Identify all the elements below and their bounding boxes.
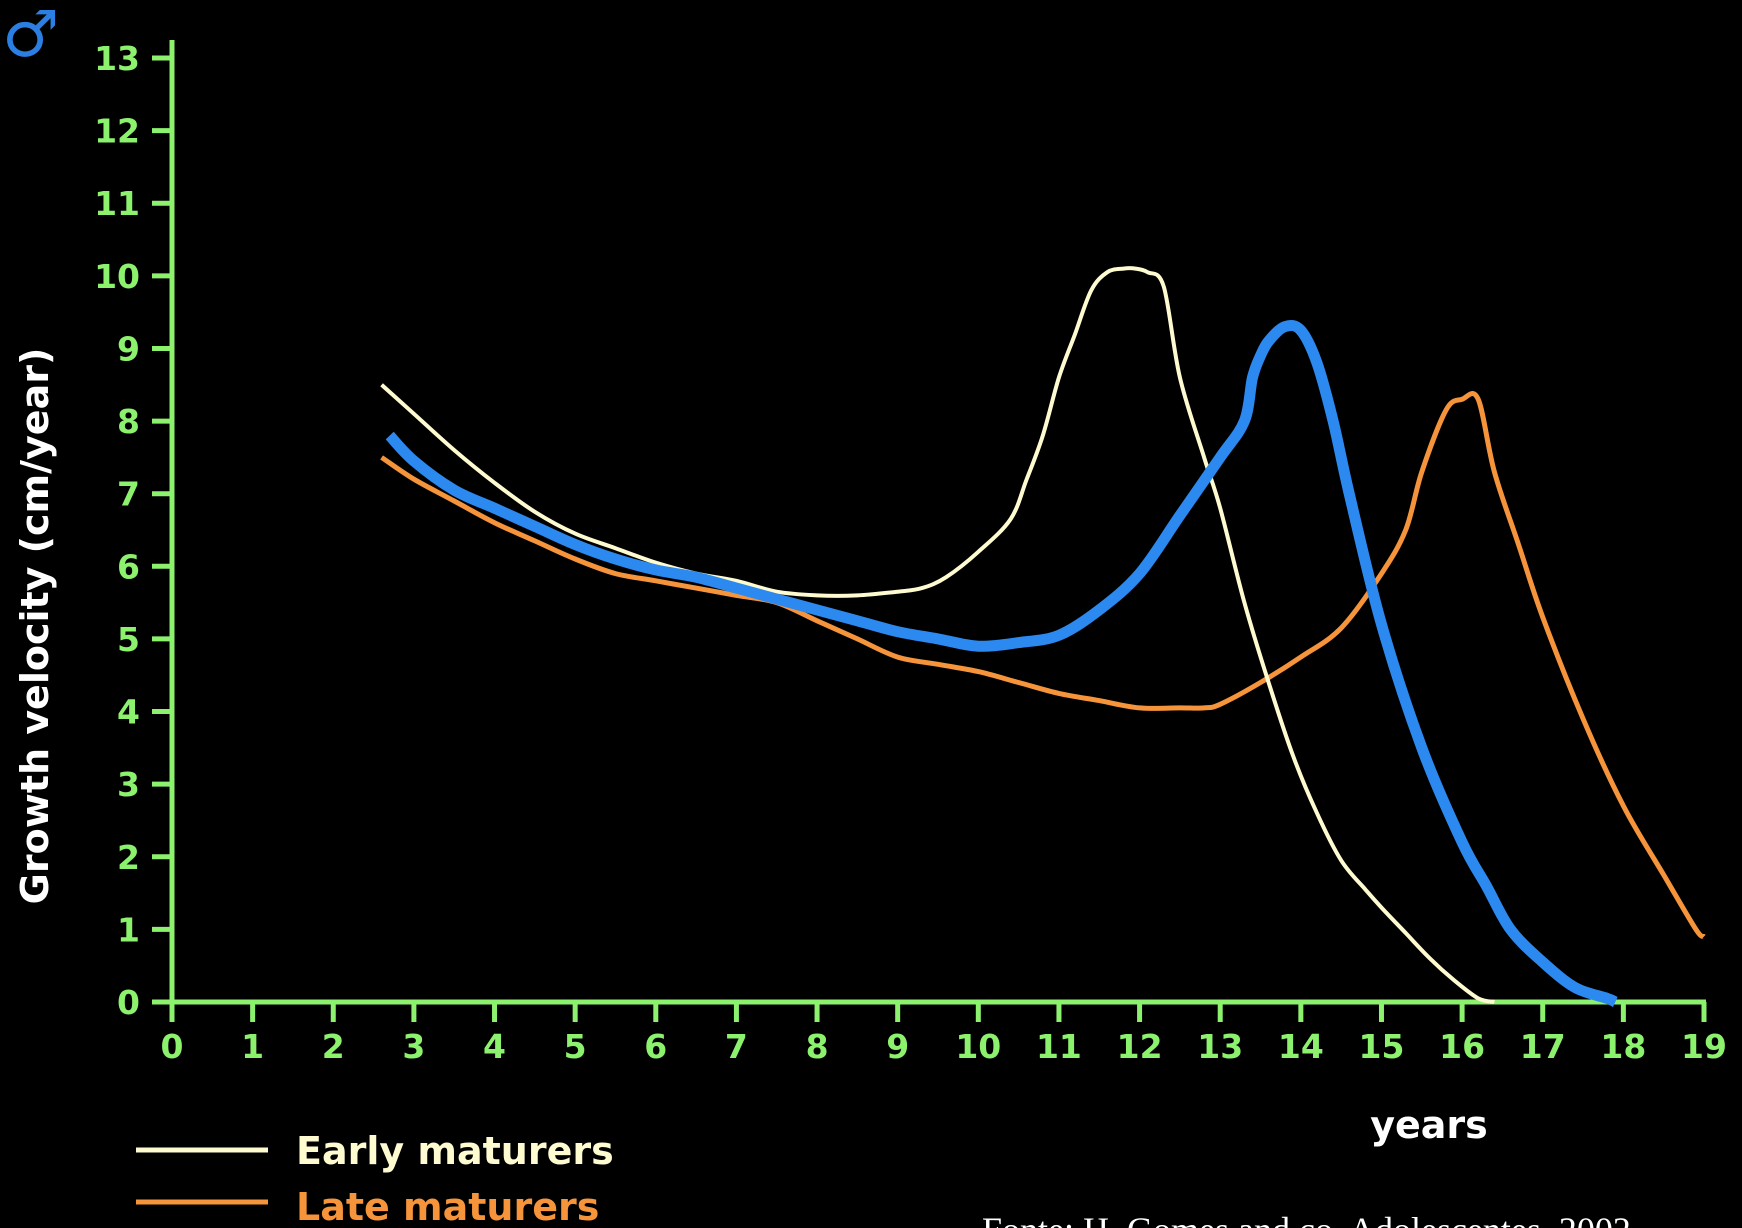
legend-label-late-maturers: Late maturers xyxy=(296,1185,599,1228)
x-tick-label: 16 xyxy=(1439,1027,1485,1066)
y-tick-label: 1 xyxy=(117,910,140,949)
x-tick-label: 7 xyxy=(725,1027,748,1066)
series-line-late-maturers xyxy=(380,391,1706,939)
x-tick-label: 14 xyxy=(1278,1027,1324,1066)
y-tick-label: 10 xyxy=(94,257,140,296)
x-tick-label: 11 xyxy=(1036,1027,1082,1066)
x-tick-label: 13 xyxy=(1197,1027,1243,1066)
x-tick-label: 5 xyxy=(564,1027,587,1066)
x-tick-label: 12 xyxy=(1117,1027,1163,1066)
x-tick-label: 3 xyxy=(402,1027,425,1066)
y-tick-label: 0 xyxy=(117,983,140,1022)
y-tick-label: 2 xyxy=(117,838,140,877)
x-tick-label: 2 xyxy=(322,1027,345,1066)
y-tick-label: 13 xyxy=(94,39,140,78)
x-ticks: 0 1 2 3 4 5 6 7 8 9 10 11 12 13 14 15 16 17 18 19 xyxy=(161,1002,1727,1066)
male-symbol-icon: ♂ xyxy=(2,0,59,72)
y-tick-label: 12 xyxy=(94,112,140,151)
series-line-early-maturers xyxy=(380,266,1495,1004)
y-tick-label: 6 xyxy=(117,547,140,586)
y-tick-label: 5 xyxy=(117,620,140,659)
x-tick-label: 6 xyxy=(644,1027,667,1066)
x-tick-label: 10 xyxy=(955,1027,1001,1066)
series-line-average xyxy=(385,319,1618,1007)
x-tick-label: 19 xyxy=(1681,1027,1727,1066)
series-layer xyxy=(380,266,1706,1007)
y-tick-label: 4 xyxy=(117,693,140,732)
x-tick-label: 9 xyxy=(886,1027,909,1066)
y-axis-title: Growth velocity (cm/year) xyxy=(13,348,57,905)
legend-label-early-maturers: Early maturers xyxy=(296,1129,614,1173)
y-tick-label: 9 xyxy=(117,329,140,368)
x-tick-label: 1 xyxy=(241,1027,264,1066)
x-tick-label: 0 xyxy=(161,1027,184,1066)
x-tick-label: 8 xyxy=(806,1027,829,1066)
source-citation: Fonte: H. Gomes and co, Adolescentes, 20… xyxy=(982,1210,1631,1228)
x-tick-label: 17 xyxy=(1520,1027,1566,1066)
legend: Early maturers Late maturers xyxy=(136,1129,614,1228)
x-axis-title: years xyxy=(1370,1103,1488,1147)
y-tick-label: 3 xyxy=(117,765,140,804)
y-tick-label: 11 xyxy=(94,184,140,223)
x-tick-label: 4 xyxy=(483,1027,506,1066)
axes xyxy=(169,40,1706,1005)
x-tick-label: 15 xyxy=(1359,1027,1405,1066)
y-tick-label: 8 xyxy=(117,402,140,441)
x-tick-label: 18 xyxy=(1600,1027,1646,1066)
y-tick-label: 7 xyxy=(117,475,140,514)
